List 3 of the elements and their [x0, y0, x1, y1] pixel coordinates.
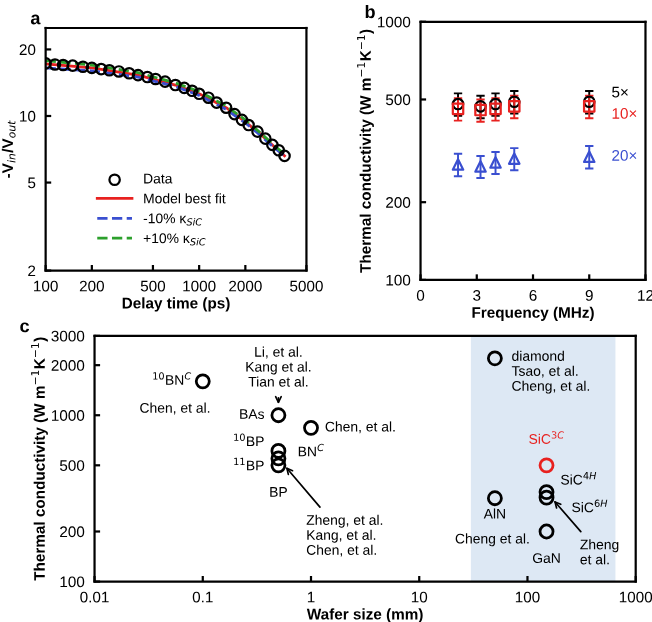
chart-title: a — [30, 14, 41, 25]
chart-title: c — [20, 322, 30, 333]
chart-title: b — [365, 4, 375, 19]
